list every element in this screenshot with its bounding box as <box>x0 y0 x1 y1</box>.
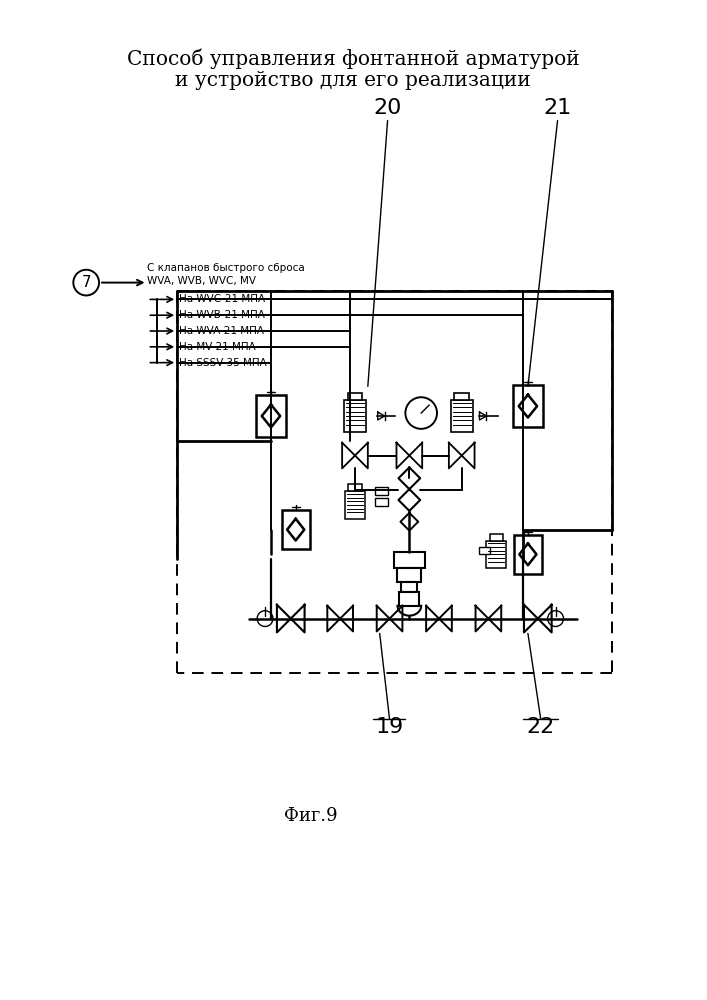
Text: 22: 22 <box>527 717 555 737</box>
Text: WVA, WVB, WVC, MV: WVA, WVB, WVC, MV <box>148 276 257 286</box>
Text: На SSSV-35 МПА: На SSSV-35 МПА <box>179 358 267 368</box>
Circle shape <box>74 270 99 295</box>
Bar <box>479 547 491 554</box>
Bar <box>282 510 310 549</box>
Bar <box>394 552 425 568</box>
Bar <box>397 568 421 582</box>
Circle shape <box>257 611 273 626</box>
Text: На WVC-21 МПА: На WVC-21 МПА <box>179 294 265 304</box>
Text: На WVB-21 МПА: На WVB-21 МПА <box>179 310 265 320</box>
Text: 7: 7 <box>81 275 91 290</box>
Bar <box>399 592 419 606</box>
Text: На МV-21 МПА: На МV-21 МПА <box>179 342 256 352</box>
Bar <box>455 393 469 400</box>
Circle shape <box>405 397 437 429</box>
Text: 19: 19 <box>375 717 404 737</box>
Text: 20: 20 <box>373 98 402 118</box>
Text: 21: 21 <box>544 98 572 118</box>
Bar <box>344 400 366 432</box>
Bar <box>513 385 543 427</box>
Bar <box>256 395 286 437</box>
Bar <box>490 534 503 541</box>
Text: С клапанов быстрого сброса: С клапанов быстрого сброса <box>148 263 305 273</box>
Circle shape <box>548 611 563 626</box>
Bar <box>514 535 542 574</box>
Text: Способ управления фонтанной арматурой: Способ управления фонтанной арматурой <box>127 48 579 69</box>
Text: и устройство для его реализации: и устройство для его реализации <box>175 71 531 90</box>
Bar <box>486 541 506 568</box>
Bar <box>375 498 387 506</box>
Text: На WVA-21 МПА: На WVA-21 МПА <box>179 326 264 336</box>
Bar <box>349 484 361 491</box>
Bar <box>375 487 387 495</box>
Bar <box>345 491 365 519</box>
Bar <box>402 582 417 592</box>
Bar <box>348 393 362 400</box>
Text: Фиг.9: Фиг.9 <box>284 807 337 825</box>
Bar <box>451 400 472 432</box>
